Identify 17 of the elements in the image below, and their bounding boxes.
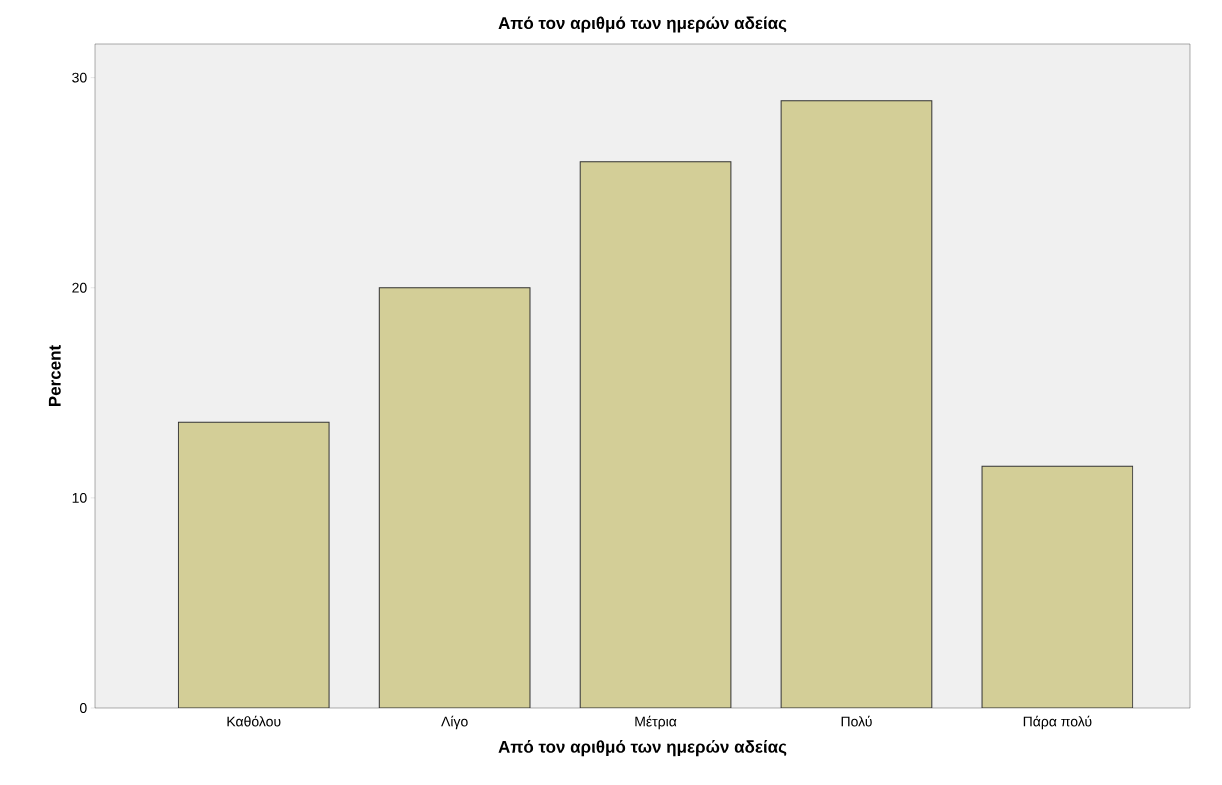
- y-tick-label: 10: [72, 492, 87, 503]
- bar: [780, 100, 933, 708]
- y-tick-label: 0: [79, 703, 87, 713]
- bar: [981, 465, 1134, 708]
- x-tick-label: Μέτρια: [635, 715, 677, 730]
- y-tick-label: 30: [72, 72, 87, 83]
- y-tick-label: 20: [72, 282, 87, 293]
- y-axis-title: Percent: [48, 345, 61, 407]
- x-tick-label: Πάρα πολύ: [1023, 715, 1092, 730]
- x-tick-label: Πολύ: [841, 715, 872, 727]
- bar: [177, 421, 330, 708]
- bar: [379, 287, 530, 708]
- bar: [579, 161, 732, 708]
- x-tick-label: Καθόλου: [227, 715, 281, 727]
- chart-title: Από τον αριθμό των ημερών αδείας: [498, 16, 787, 33]
- x-tick-label: Λίγο: [441, 715, 468, 730]
- x-axis-title: Από τον αριθμό των ημερών αδείας: [498, 740, 787, 757]
